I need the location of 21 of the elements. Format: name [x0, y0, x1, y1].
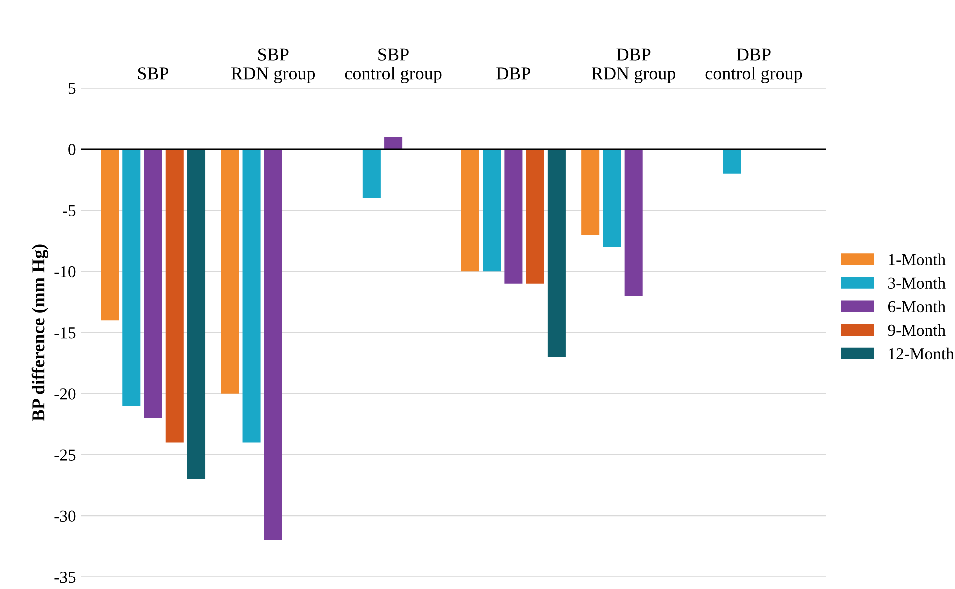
legend-label: 12-Month — [889, 348, 954, 360]
x-tick-label: SBP — [138, 68, 169, 80]
y-tick-label: -20 — [54, 388, 76, 400]
legend-label: 6-Month — [888, 300, 946, 313]
y-tick-label: -10 — [54, 266, 76, 278]
y-tick-label: -30 — [54, 510, 76, 522]
y-tick-label: -25 — [54, 450, 76, 461]
x-tick-label: SBP control group — [345, 48, 442, 84]
y-tick-label: 5 — [68, 83, 76, 94]
y-tick-label: -15 — [54, 328, 76, 339]
x-tick-label: DBP RDN group — [592, 48, 676, 84]
legend-label: 1-Month — [889, 254, 946, 266]
legend-label: 3-Month — [888, 277, 946, 290]
x-tick-label: DBP — [496, 68, 531, 80]
y-tick-label: -5 — [63, 205, 76, 217]
y-tick-label: 0 — [68, 144, 76, 156]
x-tick-label: DBP control group — [706, 48, 802, 84]
x-tick-label: SBP RDN group — [232, 48, 316, 84]
y-tick-label: -35 — [54, 572, 76, 584]
legend-label: 9-Month — [888, 324, 946, 336]
y-axis-title: BP difference (mm Hg) — [32, 244, 49, 422]
